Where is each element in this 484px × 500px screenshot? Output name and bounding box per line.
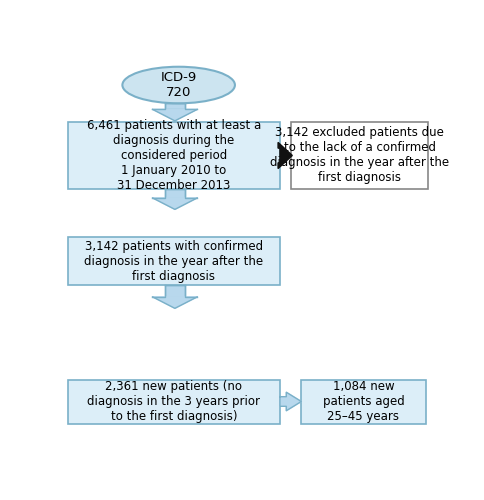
FancyBboxPatch shape (165, 103, 185, 110)
Text: ICD-9
720: ICD-9 720 (161, 71, 197, 99)
Polygon shape (152, 297, 197, 308)
Polygon shape (152, 110, 197, 121)
FancyBboxPatch shape (165, 285, 185, 297)
FancyBboxPatch shape (68, 380, 280, 424)
Text: 1,084 new
patients aged
25–45 years: 1,084 new patients aged 25–45 years (322, 380, 404, 423)
Text: 2,361 new patients (no
diagnosis in the 3 years prior
to the first diagnosis): 2,361 new patients (no diagnosis in the … (88, 380, 260, 423)
Text: 6,461 patients with at least a
diagnosis during the
considered period
1 January : 6,461 patients with at least a diagnosis… (87, 119, 261, 192)
FancyBboxPatch shape (165, 189, 185, 198)
FancyBboxPatch shape (68, 122, 280, 189)
Text: 3,142 excluded patients due
to the lack of a confirmed
diagnosis in the year aft: 3,142 excluded patients due to the lack … (270, 126, 449, 184)
Polygon shape (152, 198, 197, 209)
Polygon shape (278, 142, 292, 169)
FancyBboxPatch shape (301, 380, 426, 424)
Ellipse shape (122, 66, 235, 104)
Text: 3,142 patients with confirmed
diagnosis in the year after the
first diagnosis: 3,142 patients with confirmed diagnosis … (84, 240, 263, 282)
FancyBboxPatch shape (68, 237, 280, 285)
FancyBboxPatch shape (291, 122, 428, 189)
Polygon shape (280, 392, 302, 410)
